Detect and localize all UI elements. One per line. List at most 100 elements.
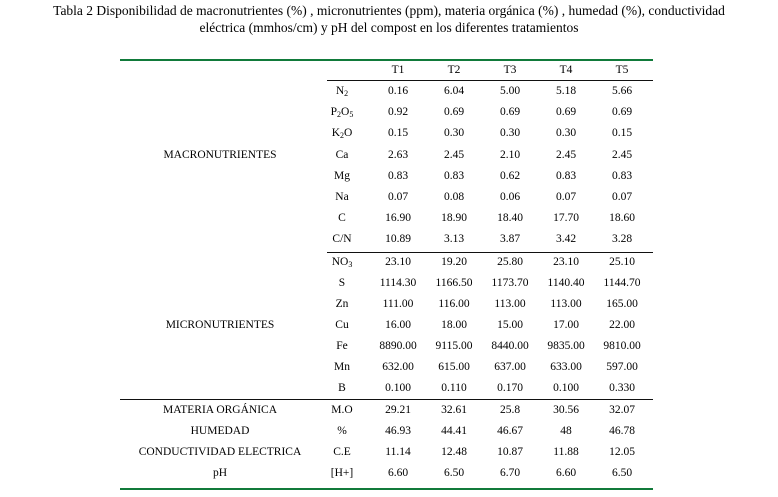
parameter-symbol: C.E <box>333 446 351 458</box>
table-cell-t3: 46.67 <box>497 425 523 437</box>
table-cell-t1: 16.90 <box>385 212 411 224</box>
row-parameter: Ca <box>320 148 364 162</box>
table-cell-t4: 9835.00 <box>547 340 585 352</box>
header-rule <box>327 80 653 81</box>
table-cell-t3: 0.06 <box>499 191 521 203</box>
table-cell-t4: 30.56 <box>553 404 579 416</box>
table-cell-t3: 25.80 <box>497 256 523 268</box>
table-cell-t4: 17.70 <box>553 212 579 224</box>
table-cell-t1: 0.92 <box>387 106 409 118</box>
table-cell-t2: 44.41 <box>441 425 467 437</box>
parameter-subscript: 3 <box>348 260 353 269</box>
table-cell-t1: 1114.30 <box>379 277 417 289</box>
macro-separator <box>327 252 653 253</box>
table-cell-t4: 0.30 <box>555 127 577 139</box>
group-conductividad: CONDUCTIVIDAD ELECTRICA <box>138 446 302 458</box>
table-cell-t3: 10.87 <box>497 446 523 458</box>
table-cell-t4: 17.00 <box>553 319 579 331</box>
group-ph: pH <box>212 467 228 479</box>
table-cell-t1: 10.89 <box>385 233 411 245</box>
row-parameter: Zn <box>320 297 364 311</box>
row-parameter: Mn <box>320 360 364 374</box>
row-parameter: C <box>320 211 364 225</box>
parameter-symbol: B <box>338 382 346 394</box>
table-cell-t4: 5.18 <box>555 85 577 97</box>
table-cell-t3: 18.40 <box>497 212 523 224</box>
table-cell-t2: 0.110 <box>441 382 467 394</box>
row-parameter: Cu <box>320 318 364 332</box>
parameter-symbol: Na <box>335 191 349 203</box>
parameter-symbol-part: O <box>344 127 353 139</box>
parameter-symbol: N <box>335 85 345 97</box>
table-cell-t5: 0.07 <box>611 191 633 203</box>
row-parameter: M.O <box>320 403 364 417</box>
row-parameter: [H+] <box>320 466 364 480</box>
parameter-subscript: 5 <box>349 110 354 119</box>
table-cell-t1: 11.14 <box>385 446 411 458</box>
parameter-symbol: P <box>330 106 338 118</box>
table-cell-t1: 2.63 <box>387 149 409 161</box>
parameter-symbol: C <box>338 212 346 224</box>
table-cell-t5: 3.28 <box>611 233 633 245</box>
row-parameter: NO3 <box>320 255 364 272</box>
table-cell-t5: 1144.70 <box>603 277 641 289</box>
table-cell-t3: 6.70 <box>499 467 521 479</box>
group-macronutrientes: MACRONUTRIENTES <box>163 149 277 161</box>
table-cell-t4: 113.00 <box>550 298 582 310</box>
table-cell-t3: 2.10 <box>499 149 521 161</box>
table-cell-t5: 18.60 <box>609 212 635 224</box>
table-cell-t4: 6.60 <box>555 467 577 479</box>
table-cell-t2: 2.45 <box>443 149 465 161</box>
parameter-symbol: S <box>338 277 346 289</box>
table-cell-t1: 0.83 <box>387 170 409 182</box>
table-cell-t1: 23.10 <box>385 256 411 268</box>
table-cell-t4: 3.42 <box>555 233 577 245</box>
table-cell-t2: 615.00 <box>438 361 470 373</box>
header-t2: T2 <box>447 64 461 76</box>
table-cell-t3: 8440.00 <box>491 340 529 352</box>
table-cell-t4: 0.69 <box>555 106 577 118</box>
table-cell-t1: 16.00 <box>385 319 411 331</box>
table-cell-t2: 32.61 <box>441 404 467 416</box>
parameter-symbol: Zn <box>335 298 349 310</box>
table-cell-t2: 0.83 <box>443 170 465 182</box>
table-cell-t2: 1166.50 <box>435 277 473 289</box>
parameter-subscript: 2 <box>340 131 344 140</box>
table-cell-t4: 48 <box>560 425 572 437</box>
row-parameter: Na <box>320 190 364 204</box>
parameter-symbol: % <box>337 425 347 437</box>
parameter-symbol: Fe <box>336 340 348 352</box>
table-cell-t5: 597.00 <box>606 361 638 373</box>
table-cell-t5: 0.15 <box>611 127 633 139</box>
table-cell-t3: 0.62 <box>499 170 521 182</box>
table-cell-t1: 46.93 <box>385 425 411 437</box>
table-cell-t5: 2.45 <box>611 149 633 161</box>
table-cell-t4: 633.00 <box>550 361 582 373</box>
table-caption: Tabla 2 Disponibilidad de macronutriente… <box>0 2 778 36</box>
table-cell-t2: 12.48 <box>441 446 467 458</box>
table-cell-t2: 18.90 <box>441 212 467 224</box>
table-cell-t2: 116.00 <box>438 298 470 310</box>
caption-line-2: eléctrica (mmhos/cm) y pH del compost en… <box>199 20 579 35</box>
table-cell-t3: 25.8 <box>499 404 521 416</box>
table-cell-t2: 3.13 <box>443 233 465 245</box>
row-parameter: C/N <box>320 232 364 246</box>
table-cell-t1: 632.00 <box>382 361 414 373</box>
table-cell-t1: 8890.00 <box>379 340 417 352</box>
table-cell-t3: 113.00 <box>494 298 526 310</box>
table-cell-t1: 29.21 <box>385 404 411 416</box>
parameter-subscript: 2 <box>344 89 349 98</box>
parameter-subscript: 2 <box>337 110 342 119</box>
table-cell-t5: 12.05 <box>609 446 635 458</box>
table-cell-t3: 5.00 <box>499 85 521 97</box>
parameter-symbol: C/N <box>332 233 352 245</box>
table-cell-t4: 11.88 <box>553 446 579 458</box>
parameter-symbol: M.O <box>331 404 353 416</box>
micro-separator <box>120 399 653 400</box>
table-cell-t1: 0.15 <box>387 127 409 139</box>
table-cell-t3: 3.87 <box>499 233 521 245</box>
group-humedad: HUMEDAD <box>190 425 250 437</box>
group-micronutrientes: MICRONUTRIENTES <box>165 319 275 331</box>
group-materia-organica: MATERIA ORGÁNICA <box>162 404 278 416</box>
table-cell-t1: 0.100 <box>385 382 411 394</box>
